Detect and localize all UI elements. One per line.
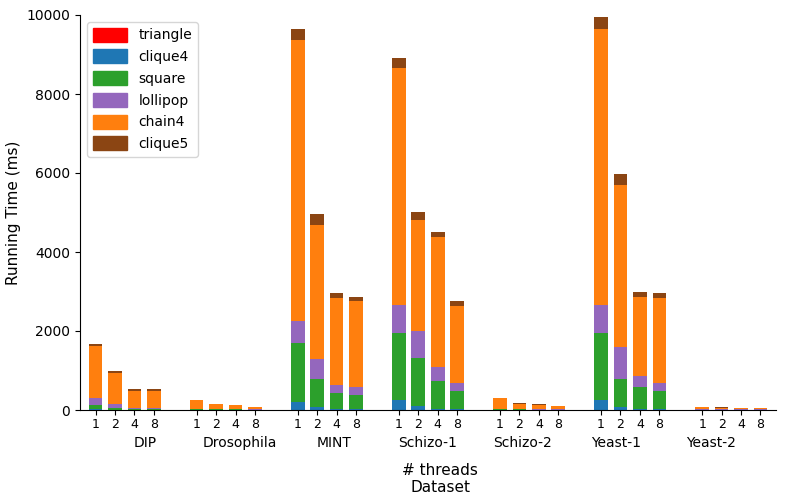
Bar	[551, 406, 565, 409]
Bar	[532, 404, 546, 409]
Bar	[653, 408, 666, 410]
Bar	[614, 174, 627, 186]
Bar	[594, 28, 608, 305]
Bar	[614, 379, 627, 406]
Bar	[108, 408, 122, 410]
Bar	[190, 400, 203, 409]
Bar	[614, 406, 627, 410]
Bar	[431, 381, 445, 408]
Bar	[431, 367, 445, 381]
Bar	[513, 404, 526, 409]
Bar	[695, 407, 709, 410]
Bar	[450, 301, 464, 306]
Bar	[128, 408, 142, 409]
Bar	[330, 393, 343, 408]
Bar	[633, 376, 646, 387]
Bar	[450, 408, 464, 410]
Bar	[89, 406, 102, 409]
Bar	[350, 297, 363, 301]
Bar	[310, 406, 324, 410]
Bar	[350, 395, 363, 408]
Bar	[614, 186, 627, 348]
Y-axis label: Running Time (ms): Running Time (ms)	[6, 140, 21, 284]
Bar	[431, 232, 445, 237]
Legend: triangle, clique4, square, lollipop, chain4, clique5: triangle, clique4, square, lollipop, cha…	[87, 22, 198, 156]
Bar	[147, 388, 161, 390]
Bar	[392, 333, 406, 400]
Text: # threads
Dataset: # threads Dataset	[402, 462, 478, 495]
Bar	[128, 389, 142, 390]
Bar	[310, 225, 324, 359]
Bar	[89, 346, 102, 398]
Bar	[392, 58, 406, 68]
Bar	[330, 294, 343, 298]
Bar	[450, 391, 464, 408]
Bar	[594, 400, 608, 410]
Bar	[108, 374, 122, 404]
Bar	[411, 358, 425, 406]
Bar	[330, 298, 343, 385]
Bar	[411, 220, 425, 331]
Bar	[614, 348, 627, 379]
Bar	[431, 408, 445, 410]
Bar	[108, 404, 122, 408]
Bar	[633, 387, 646, 408]
Bar	[493, 398, 506, 409]
Bar	[108, 372, 122, 374]
Bar	[147, 408, 161, 409]
Bar	[411, 406, 425, 410]
Bar	[653, 293, 666, 298]
Bar	[392, 68, 406, 305]
Bar	[291, 40, 305, 321]
Bar	[450, 306, 464, 383]
Bar	[411, 212, 425, 220]
Bar	[147, 409, 161, 410]
Bar	[89, 344, 102, 346]
Bar	[734, 408, 748, 410]
Bar	[633, 297, 646, 376]
Bar	[392, 305, 406, 333]
Bar	[450, 383, 464, 391]
Bar	[310, 359, 324, 379]
Bar	[594, 305, 608, 333]
Bar	[594, 17, 608, 28]
Bar	[89, 398, 102, 406]
Bar	[431, 237, 445, 367]
Bar	[633, 292, 646, 297]
Bar	[392, 400, 406, 410]
Bar	[653, 383, 666, 391]
Bar	[330, 385, 343, 393]
Bar	[291, 402, 305, 410]
Bar	[350, 301, 363, 387]
Bar	[128, 409, 142, 410]
Bar	[330, 408, 343, 410]
Bar	[594, 333, 608, 400]
Bar	[633, 408, 646, 410]
Bar	[310, 379, 324, 406]
Bar	[210, 404, 223, 409]
Bar	[248, 407, 262, 410]
Bar	[310, 214, 324, 225]
Bar	[754, 408, 767, 410]
Bar	[229, 406, 242, 409]
Bar	[291, 321, 305, 342]
Bar	[653, 298, 666, 383]
Bar	[653, 391, 666, 408]
Bar	[291, 342, 305, 402]
Bar	[714, 408, 728, 410]
Bar	[350, 387, 363, 395]
Bar	[147, 390, 161, 407]
Bar	[128, 390, 142, 407]
Bar	[291, 28, 305, 40]
Bar	[411, 331, 425, 358]
Bar	[350, 408, 363, 410]
